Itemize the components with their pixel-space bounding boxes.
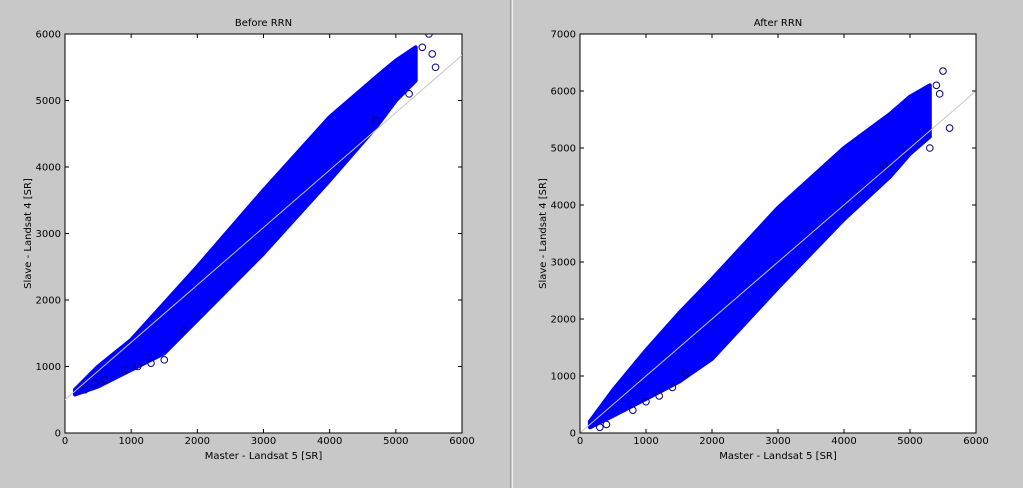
- y-tick-label: 3000: [36, 229, 61, 240]
- point: [939, 67, 947, 75]
- x-tick-label: 3000: [251, 436, 276, 447]
- point: [926, 144, 934, 152]
- point: [90, 379, 99, 387]
- chart-title: Before RRN: [235, 18, 292, 29]
- point: [81, 385, 89, 394]
- y-tick-label: 5000: [36, 96, 61, 107]
- y-tick-label: 0: [55, 429, 61, 440]
- y-tick-label: 1000: [551, 372, 576, 383]
- y-tick-label: 6000: [36, 30, 61, 41]
- chart-title: After RRN: [754, 18, 803, 29]
- point: [945, 124, 954, 132]
- point: [681, 369, 690, 377]
- x-axis-label: Master - Landsat 5 [SR]: [719, 451, 837, 462]
- point: [642, 397, 650, 406]
- reference-line: [65, 54, 462, 401]
- y-tick-label: 2000: [551, 315, 576, 326]
- point: [120, 366, 129, 374]
- y-tick-label: 3000: [551, 258, 576, 269]
- y-tick-label: 6000: [551, 87, 576, 98]
- point: [405, 90, 413, 98]
- x-tick-label: 0: [62, 436, 68, 447]
- point-cloud: [72, 45, 418, 397]
- plot-group: [580, 67, 976, 433]
- x-tick-label: 1000: [633, 436, 658, 447]
- y-axis-label: Slave - Landsat 4 [SR]: [23, 178, 34, 289]
- point: [372, 116, 380, 125]
- point: [418, 43, 427, 52]
- point: [133, 362, 142, 371]
- x-tick-label: 3000: [765, 436, 790, 447]
- point: [655, 392, 664, 400]
- point: [935, 90, 944, 98]
- x-tick-label: 2000: [185, 436, 210, 447]
- plot-group: [65, 34, 462, 401]
- point: [160, 356, 169, 364]
- x-tick-label: 2000: [699, 436, 724, 447]
- x-tick-label: 0: [577, 436, 583, 447]
- y-tick-label: 4000: [551, 201, 576, 212]
- point: [629, 406, 637, 415]
- x-tick-label: 1000: [118, 436, 143, 447]
- point: [431, 63, 440, 72]
- point: [428, 50, 437, 58]
- y-tick-label: 7000: [551, 30, 576, 41]
- y-tick-label: 5000: [551, 144, 576, 155]
- point: [932, 81, 941, 90]
- point: [879, 161, 888, 169]
- reference-line: [580, 90, 976, 433]
- point: [100, 376, 109, 384]
- x-tick-label: 6000: [449, 436, 474, 447]
- x-tick-label: 6000: [963, 436, 988, 447]
- point: [180, 326, 188, 334]
- y-tick-label: 0: [570, 429, 576, 440]
- y-tick-label: 4000: [36, 163, 61, 174]
- point: [668, 383, 677, 392]
- x-axis-label: Master - Landsat 5 [SR]: [205, 451, 323, 462]
- point: [596, 423, 604, 432]
- y-tick-label: 1000: [36, 362, 61, 373]
- y-axis-label: Slave - Landsat 4 [SR]: [538, 178, 549, 289]
- x-tick-label: 4000: [317, 436, 342, 447]
- x-tick-label: 5000: [383, 436, 408, 447]
- point: [147, 359, 155, 367]
- point: [602, 420, 611, 429]
- y-tick-label: 2000: [36, 296, 61, 307]
- x-tick-label: 5000: [897, 436, 922, 447]
- x-tick-label: 4000: [831, 436, 856, 447]
- point: [425, 34, 433, 38]
